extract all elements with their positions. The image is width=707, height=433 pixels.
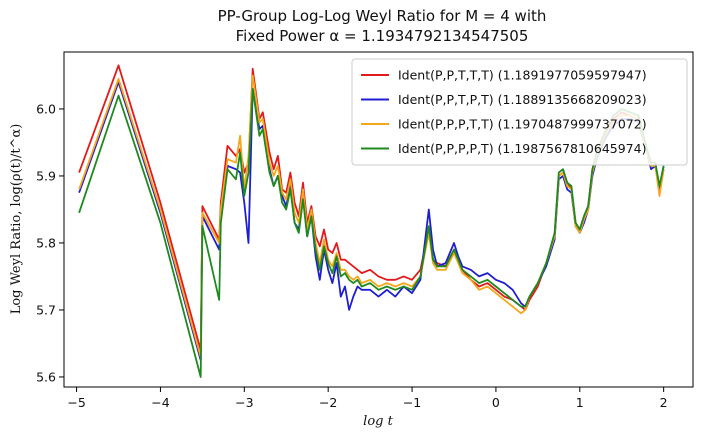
chart-title-line1: PP-Group Log-Log Weyl Ratio for M = 4 wi… — [218, 7, 547, 25]
x-tick-label: 1 — [576, 395, 584, 410]
plot-frame — [63, 51, 694, 388]
legend-label: Ident(P,P,T,P,T) (1.1889135668209023) — [398, 92, 647, 107]
x-tick-label: −2 — [319, 395, 337, 410]
x-tick-label: −4 — [151, 395, 169, 410]
legend-label: Ident(P,P,T,T,T) (1.1891977059597947) — [398, 68, 647, 83]
legend-label: Ident(P,P,P,T,T) (1.1970487999737072) — [398, 117, 647, 132]
x-tick-label: −3 — [235, 395, 253, 410]
series-layer — [78, 64, 665, 378]
y-axis-label: Log Weyl Ratio, log(ρ(t)/t^α) — [9, 124, 24, 315]
legend-label: Ident(P,P,P,P,T) (1.1987567810645974) — [398, 141, 646, 156]
x-tick-label: −1 — [403, 395, 421, 410]
series-line-3 — [78, 74, 665, 358]
legend: Ident(P,P,T,T,T) (1.1891977059597947) Ide… — [351, 58, 688, 166]
legend-box — [351, 58, 688, 166]
x-tick-label: 2 — [660, 395, 668, 410]
y-tick-label: 5.8 — [36, 235, 56, 250]
x-tick-label: −5 — [67, 395, 85, 410]
x-axis-ticks: −5 −4 −3 −2 −1 0 1 2 — [67, 387, 668, 410]
y-tick-label: 5.9 — [36, 168, 56, 183]
y-axis-ticks: 5.6 5.7 5.8 5.9 6.0 — [36, 101, 64, 384]
x-axis-label: log t — [363, 414, 393, 429]
chart-title-line2: Fixed Power α = 1.1934792134547505 — [236, 27, 529, 45]
y-tick-label: 5.6 — [36, 369, 56, 384]
y-tick-label: 5.7 — [36, 302, 56, 317]
y-tick-label: 6.0 — [36, 101, 56, 116]
x-tick-label: 0 — [492, 395, 500, 410]
series-line-4 — [78, 87, 665, 378]
